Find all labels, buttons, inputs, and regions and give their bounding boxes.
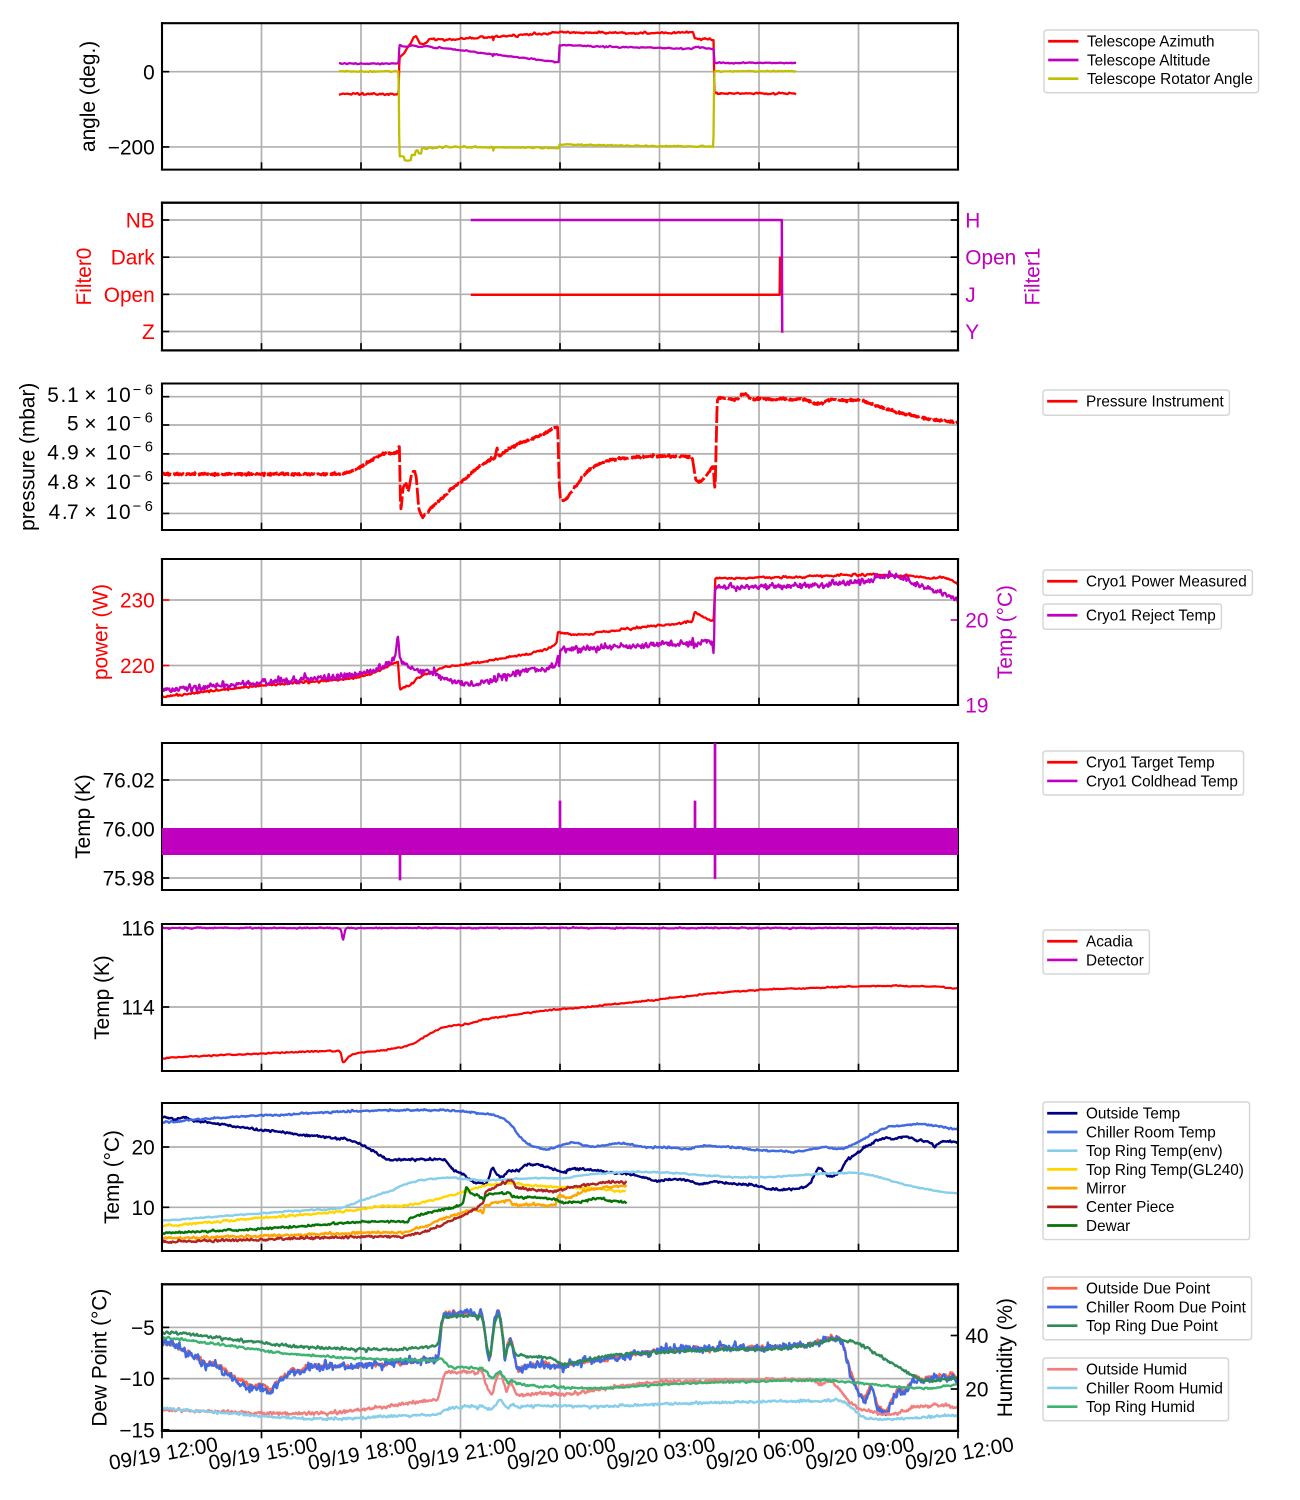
- svg-text:Filter0: Filter0: [73, 248, 96, 306]
- svg-text:220: 220: [120, 655, 155, 678]
- svg-text:Top Ring Temp(GL240): Top Ring Temp(GL240): [1086, 1162, 1244, 1179]
- svg-text:Dew Point (°C): Dew Point (°C): [89, 1289, 112, 1427]
- svg-text:114: 114: [121, 997, 154, 1020]
- svg-text:Y: Y: [965, 321, 979, 344]
- svg-text:Center Piece: Center Piece: [1086, 1199, 1174, 1216]
- svg-text:Temp (K): Temp (K): [72, 774, 95, 858]
- svg-text:pressure (mbar): pressure (mbar): [17, 383, 40, 531]
- svg-text:Cryo1 Power Measured: Cryo1 Power Measured: [1086, 574, 1247, 591]
- svg-text:Pressure Instrument: Pressure Instrument: [1086, 394, 1224, 411]
- svg-text:20: 20: [132, 1137, 155, 1160]
- svg-text:J: J: [965, 284, 975, 307]
- svg-text:Cryo1 Reject Temp: Cryo1 Reject Temp: [1086, 608, 1216, 625]
- svg-text:NB: NB: [126, 210, 155, 233]
- svg-text:Detector: Detector: [1086, 952, 1144, 969]
- svg-text:Z: Z: [142, 321, 155, 344]
- svg-text:H: H: [965, 210, 980, 233]
- svg-text:Outside Due Point: Outside Due Point: [1086, 1281, 1211, 1298]
- svg-text:20: 20: [965, 1379, 988, 1402]
- svg-text:Filter1: Filter1: [1022, 248, 1045, 306]
- svg-text:Telescope Altitude: Telescope Altitude: [1087, 52, 1210, 69]
- svg-text:Top Ring Temp(env): Top Ring Temp(env): [1086, 1143, 1223, 1160]
- svg-text:40: 40: [965, 1325, 988, 1348]
- svg-text:Chiller Room Due Point: Chiller Room Due Point: [1086, 1299, 1247, 1316]
- svg-text:−10: −10: [119, 1368, 154, 1391]
- svg-text:Temp (°C): Temp (°C): [101, 1130, 124, 1224]
- svg-text:10: 10: [132, 1197, 155, 1220]
- svg-text:20: 20: [965, 610, 988, 633]
- svg-text:Telescope Rotator Angle: Telescope Rotator Angle: [1087, 71, 1253, 88]
- svg-text:power (W): power (W): [89, 584, 112, 680]
- svg-text:Acadia: Acadia: [1086, 934, 1133, 951]
- svg-text:Humidity (%): Humidity (%): [994, 1298, 1017, 1417]
- svg-text:Dark: Dark: [111, 247, 156, 270]
- svg-text:4 . 7: 4 . 7 × 1 0 − 6: [49, 482, 153, 527]
- svg-text:Top Ring Humid: Top Ring Humid: [1086, 1399, 1195, 1416]
- svg-text:19: 19: [965, 695, 988, 718]
- svg-text:4 . 9: 4 . 9 × 1 0 − 6: [47, 422, 153, 467]
- svg-text:Outside Temp: Outside Temp: [1086, 1106, 1180, 1123]
- svg-text:Telescope Azimuth: Telescope Azimuth: [1087, 34, 1215, 51]
- svg-text:Dewar: Dewar: [1086, 1218, 1130, 1235]
- svg-text:−15: −15: [119, 1419, 154, 1442]
- svg-text:Open: Open: [965, 247, 1016, 270]
- svg-text:−5: −5: [131, 1317, 155, 1340]
- svg-text:230: 230: [120, 590, 155, 613]
- svg-text:−200: −200: [108, 137, 155, 160]
- svg-text:116: 116: [121, 918, 154, 941]
- svg-text:Temp (°C): Temp (°C): [994, 585, 1017, 679]
- svg-text:Cryo1 Coldhead Temp: Cryo1 Coldhead Temp: [1086, 773, 1238, 790]
- svg-text:Temp (K): Temp (K): [91, 955, 114, 1039]
- svg-text:Outside Humid: Outside Humid: [1086, 1362, 1187, 1379]
- svg-text:Open: Open: [104, 284, 155, 307]
- svg-text:4 . 8: 4 . 8 × 1 0 − 6: [48, 452, 153, 497]
- svg-text:5 × 1: 5 × 1 0 − 6: [67, 394, 153, 439]
- svg-text:76.02: 76.02: [103, 770, 155, 793]
- svg-text:Chiller Room Humid: Chiller Room Humid: [1086, 1380, 1223, 1397]
- svg-text:angle (deg.): angle (deg.): [77, 41, 100, 152]
- svg-text:Cryo1 Target Temp: Cryo1 Target Temp: [1086, 755, 1215, 772]
- svg-text:Chiller Room Temp: Chiller Room Temp: [1086, 1124, 1216, 1141]
- svg-text:75.98: 75.98: [103, 868, 155, 891]
- svg-text:0: 0: [143, 61, 155, 84]
- svg-text:5 . 1: 5 . 1 × 1 0 − 6: [47, 365, 153, 410]
- svg-text:76.00: 76.00: [103, 819, 155, 842]
- svg-text:Top Ring Due Point: Top Ring Due Point: [1086, 1318, 1219, 1335]
- svg-text:Mirror: Mirror: [1086, 1180, 1126, 1197]
